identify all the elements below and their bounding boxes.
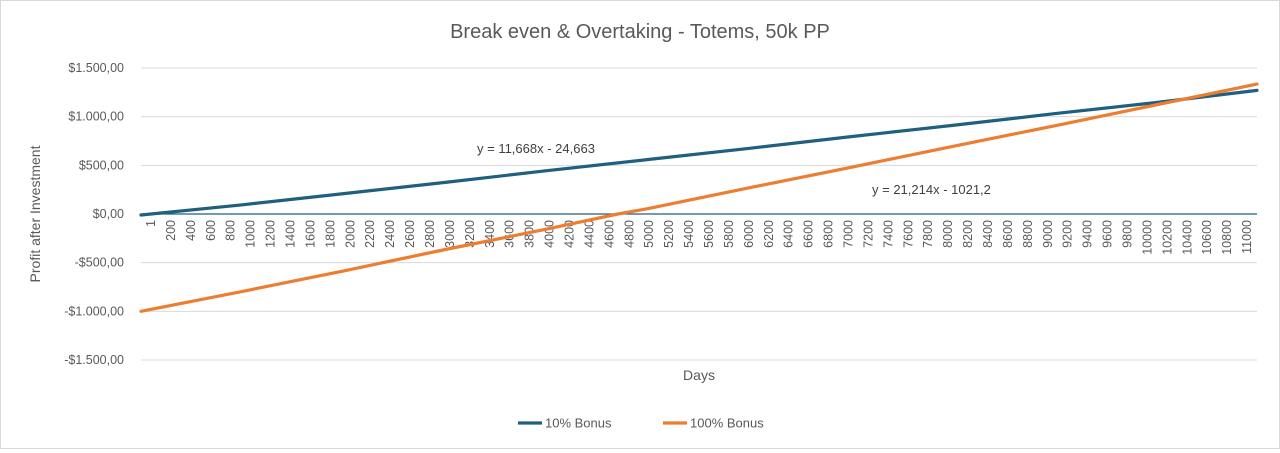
series-line-10-bonus — [139, 88, 1259, 217]
series-line-100-bonus — [139, 82, 1259, 313]
x-tick-label: 10400 — [1180, 220, 1194, 255]
x-tick-label: 2800 — [423, 220, 437, 248]
x-tick-label: 10000 — [1140, 220, 1154, 255]
y-tick-label: -$500,00 — [75, 256, 124, 270]
x-tick-label: 6000 — [742, 220, 756, 248]
x-tick-label: 8400 — [981, 220, 995, 248]
x-tick-label: 6800 — [822, 220, 836, 248]
x-tick-label: 3000 — [443, 220, 457, 248]
x-tick-label: 4400 — [582, 220, 596, 248]
y-tick-label: -$1.500,00 — [64, 353, 124, 367]
x-tick-label: 3200 — [463, 220, 477, 248]
x-tick-label: 5000 — [642, 220, 656, 248]
x-tick-label: 4600 — [602, 220, 616, 248]
x-tick-label: 800 — [224, 220, 238, 241]
legend-item-100-bonus: 100% Bonus — [663, 416, 764, 431]
x-tick-label: 5800 — [722, 220, 736, 248]
x-tick-label: 5400 — [682, 220, 696, 248]
y-tick-label: $0,00 — [93, 207, 124, 221]
trendline-label-10-bonus: y = 11,668x - 24,663 — [477, 141, 595, 156]
x-tick-label: 1600 — [303, 220, 317, 248]
x-tick-label: 1400 — [283, 220, 297, 248]
x-tick-label: 8000 — [941, 220, 955, 248]
x-tick-label: 4200 — [562, 220, 576, 248]
legend: 10% Bonus 100% Bonus — [518, 416, 764, 431]
x-tick-label: 3600 — [503, 220, 517, 248]
x-tick-label: 7400 — [881, 220, 895, 248]
x-tick-label: 11000 — [1240, 220, 1254, 254]
x-tick-label: 6200 — [762, 220, 776, 248]
x-tick-label: 6600 — [802, 220, 816, 248]
x-tick-label: 5200 — [662, 220, 676, 248]
x-tick-label: 10200 — [1160, 220, 1174, 255]
x-tick-label: 9400 — [1081, 220, 1095, 248]
x-tick-label: 9800 — [1120, 220, 1134, 248]
y-tick-label: $1.500,00 — [68, 61, 124, 75]
x-tick-label: 1000 — [244, 220, 258, 248]
y-tick-label: $500,00 — [79, 158, 124, 172]
x-tick-label: 8800 — [1021, 220, 1035, 248]
legend-item-10-bonus: 10% Bonus — [518, 416, 612, 431]
x-tick-label: 2200 — [363, 220, 377, 248]
x-tick-label: 10600 — [1200, 220, 1214, 255]
x-tick-label: 200 — [164, 220, 178, 241]
x-tick-label: 4000 — [543, 220, 557, 248]
x-tick-label: 2400 — [383, 220, 397, 248]
grid-layer — [141, 67, 1257, 361]
x-tick-label: 2000 — [343, 220, 357, 248]
x-tick-label: 600 — [204, 220, 218, 241]
x-tick-label: 7000 — [841, 220, 855, 248]
x-axis-label: Days — [683, 367, 715, 383]
x-tick-label: 2600 — [403, 220, 417, 248]
x-tick-label: 1800 — [323, 220, 337, 248]
x-tick-label: 5600 — [702, 220, 716, 248]
x-tick-label: 3400 — [483, 220, 497, 248]
y-tick-label: $1.000,00 — [68, 110, 124, 124]
x-tick-label: 4800 — [622, 220, 636, 248]
x-tick-label: 7800 — [921, 220, 935, 248]
x-tick-label: 8200 — [961, 220, 975, 248]
x-tick-label: 1 — [144, 220, 158, 227]
chart-title: Break even & Overtaking - Totems, 50k PP — [450, 21, 830, 43]
x-tick-labels: 1 200 400 600 800 1000 1200 1400 1600 1800 2000 220… — [144, 220, 1254, 255]
x-tick-label: 9600 — [1101, 220, 1115, 248]
x-tick-label: 9000 — [1041, 220, 1055, 248]
x-tick-label: 400 — [184, 220, 198, 241]
x-tick-label: 7600 — [901, 220, 915, 248]
trendline-label-100-bonus: y = 21,214x - 1021,2 — [872, 182, 991, 197]
x-tick-label: 8600 — [1001, 220, 1015, 248]
x-tick-label: 6400 — [782, 220, 796, 248]
y-tick-label: -$1.000,00 — [64, 304, 124, 318]
legend-label: 10% Bonus — [545, 416, 612, 431]
x-tick-label: 1200 — [264, 220, 278, 248]
x-tick-label: 10800 — [1220, 220, 1234, 255]
x-tick-label: 7200 — [861, 220, 875, 248]
legend-label: 100% Bonus — [690, 416, 764, 431]
x-tick-label: 9200 — [1061, 220, 1075, 248]
series-layer — [139, 82, 1259, 313]
y-axis-label: Profit after Investment — [27, 145, 43, 282]
y-tick-labels: $1.500,00 $1.000,00 $500,00 $0,00 -$500,00 -$… — [64, 61, 124, 367]
